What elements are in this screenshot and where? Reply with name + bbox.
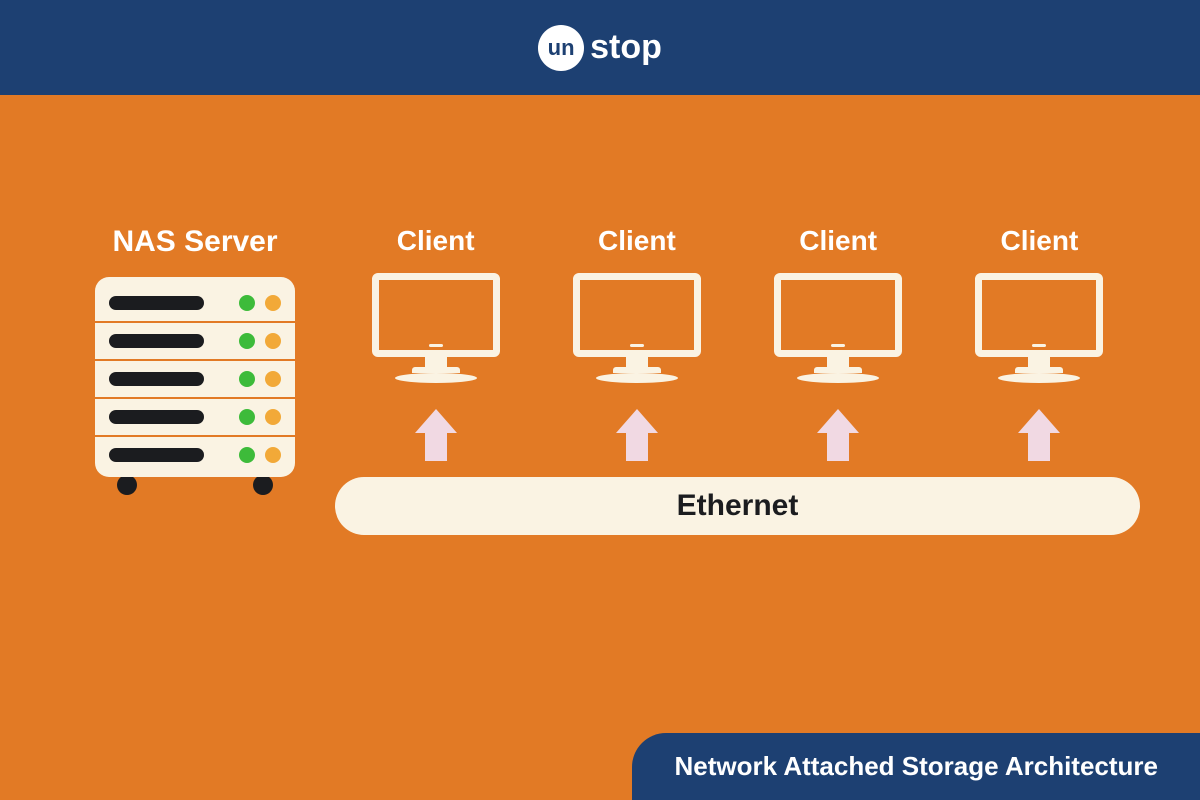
led-icon: [239, 371, 255, 387]
arrow-shaft: [626, 431, 648, 461]
led-icon: [239, 409, 255, 425]
client-node: Client: [351, 225, 521, 461]
monitor-neck: [626, 357, 648, 367]
monitor-base: [596, 373, 678, 383]
ethernet-bar: Ethernet: [335, 477, 1140, 535]
nas-wheels: [95, 475, 295, 495]
brand-logo: un stop: [538, 25, 662, 71]
clients-column: Client Client Client: [335, 225, 1140, 535]
arrow-shaft: [827, 431, 849, 461]
client-label: Client: [397, 225, 475, 257]
client-node: Client: [954, 225, 1124, 461]
nas-column: NAS Server: [95, 225, 295, 495]
led-icon: [265, 409, 281, 425]
wheel-icon: [253, 475, 273, 495]
screen-icon: [372, 273, 500, 357]
arrow-up-icon: [616, 409, 658, 461]
monitor-base: [395, 373, 477, 383]
logo-rest-text: stop: [590, 28, 662, 67]
led-icon: [239, 295, 255, 311]
monitor-neck: [425, 357, 447, 367]
monitor-neck: [1028, 357, 1050, 367]
monitor-icon: [974, 273, 1104, 383]
logo-circle-text: un: [548, 35, 575, 61]
ethernet-label: Ethernet: [677, 489, 799, 523]
diagram-content: NAS Server Client Client: [95, 225, 1140, 535]
led-icon: [239, 333, 255, 349]
nas-server-icon: [95, 277, 295, 477]
led-icon: [265, 371, 281, 387]
arrow-head: [616, 409, 658, 433]
client-label: Client: [799, 225, 877, 257]
nas-slot: [95, 285, 295, 321]
arrow-up-icon: [1018, 409, 1060, 461]
arrow-shaft: [1028, 431, 1050, 461]
nas-slot: [95, 397, 295, 435]
slot-bar-icon: [109, 448, 204, 462]
logo-circle: un: [538, 25, 584, 71]
nas-slot: [95, 435, 295, 473]
monitor-icon: [572, 273, 702, 383]
arrow-head: [415, 409, 457, 433]
header-bar: un stop: [0, 0, 1200, 95]
caption-text: Network Attached Storage Architecture: [674, 751, 1158, 781]
caption-banner: Network Attached Storage Architecture: [632, 733, 1200, 800]
nas-slot: [95, 321, 295, 359]
arrow-shaft: [425, 431, 447, 461]
monitor-icon: [371, 273, 501, 383]
wheel-icon: [117, 475, 137, 495]
slot-bar-icon: [109, 410, 204, 424]
led-icon: [239, 447, 255, 463]
nas-label: NAS Server: [112, 225, 277, 259]
screen-icon: [573, 273, 701, 357]
led-icon: [265, 295, 281, 311]
clients-row: Client Client Client: [335, 225, 1140, 461]
client-node: Client: [753, 225, 923, 461]
arrow-head: [1018, 409, 1060, 433]
arrow-up-icon: [415, 409, 457, 461]
client-label: Client: [598, 225, 676, 257]
slot-bar-icon: [109, 296, 204, 310]
client-node: Client: [552, 225, 722, 461]
monitor-neck: [827, 357, 849, 367]
screen-icon: [975, 273, 1103, 357]
monitor-icon: [773, 273, 903, 383]
monitor-base: [998, 373, 1080, 383]
slot-bar-icon: [109, 334, 204, 348]
main-canvas: NAS Server Client Client: [0, 95, 1200, 800]
led-icon: [265, 333, 281, 349]
screen-icon: [774, 273, 902, 357]
led-icon: [265, 447, 281, 463]
arrow-head: [817, 409, 859, 433]
nas-slot: [95, 359, 295, 397]
monitor-base: [797, 373, 879, 383]
arrow-up-icon: [817, 409, 859, 461]
client-label: Client: [1000, 225, 1078, 257]
slot-bar-icon: [109, 372, 204, 386]
